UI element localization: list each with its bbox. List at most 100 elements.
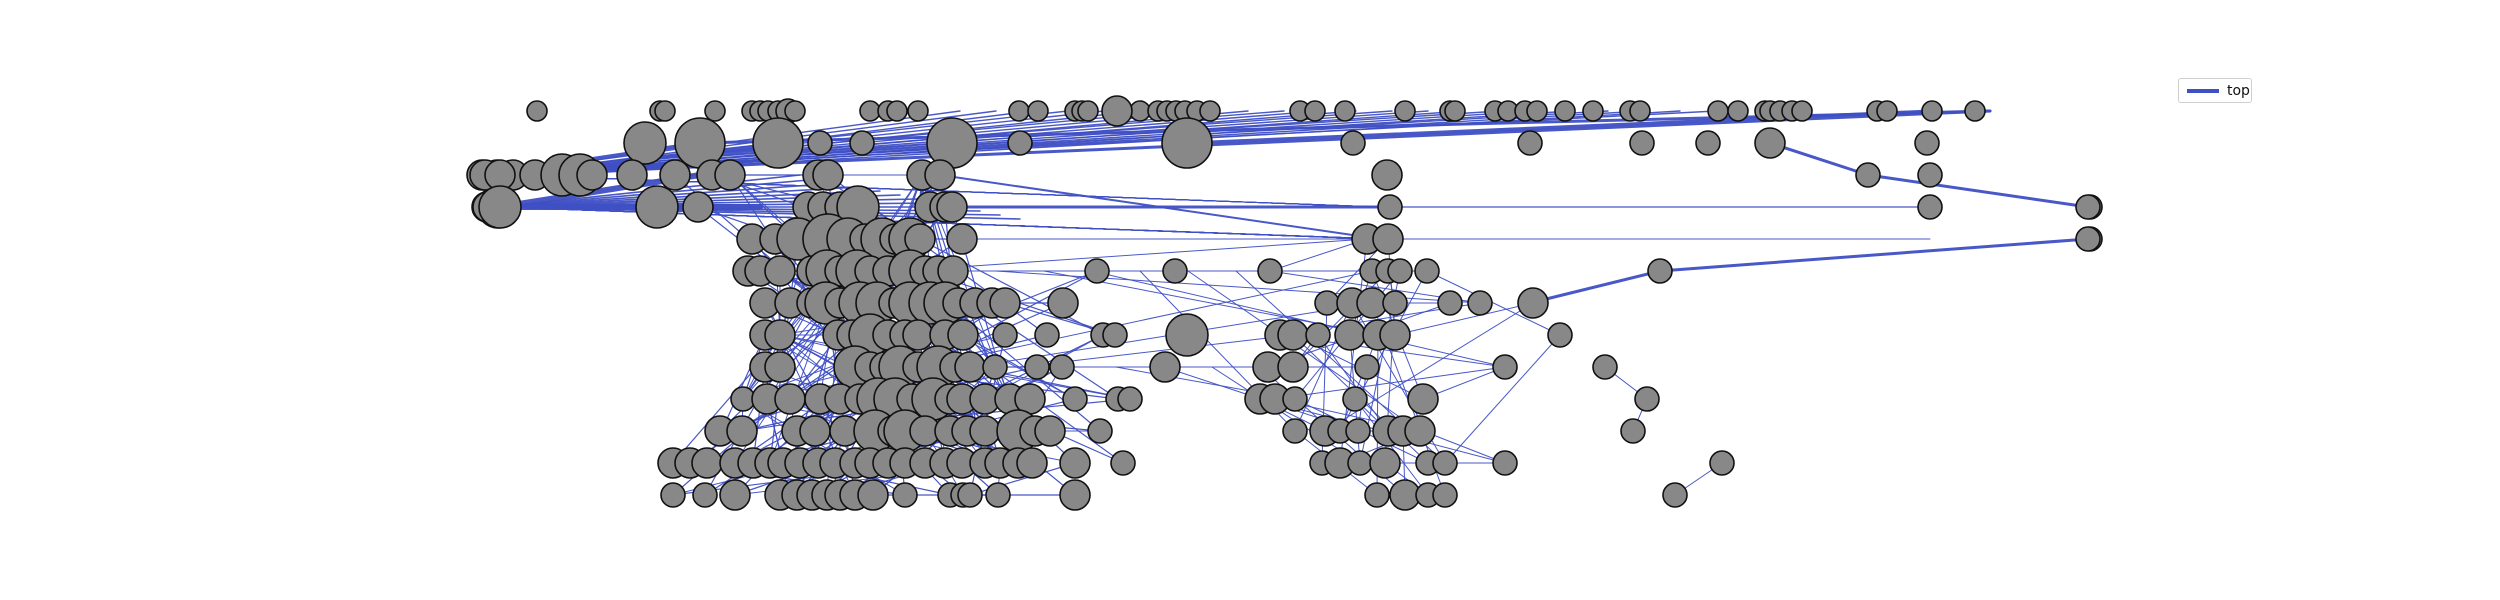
graph-node — [1620, 418, 1646, 444]
graph-node — [1592, 354, 1618, 380]
graph-edge — [1528, 269, 1662, 305]
graph-node — [1404, 415, 1436, 447]
graph-node — [924, 159, 956, 191]
legend-line-swatch — [2187, 88, 2219, 93]
graph-node — [1914, 130, 1940, 156]
graph-node — [1876, 100, 1898, 122]
graph-node — [2075, 194, 2101, 220]
graph-node — [1342, 386, 1368, 412]
graph-edge — [1317, 334, 1389, 432]
graph-node — [1059, 479, 1091, 511]
graph-node — [1110, 450, 1136, 476]
graph-node — [989, 287, 1021, 319]
graph-node — [1492, 450, 1518, 476]
graph-node — [726, 415, 758, 447]
graph-edge — [1269, 238, 1368, 272]
graph-node — [1964, 100, 1986, 122]
graph-node — [1414, 258, 1440, 284]
graph-node — [849, 130, 875, 156]
graph-edge — [1444, 334, 1561, 464]
graph-edge — [774, 238, 781, 336]
graph-node — [1547, 322, 1573, 348]
graph-node — [1008, 100, 1030, 122]
graph-node — [654, 100, 676, 122]
graph-node — [1117, 386, 1143, 412]
graph-node — [1101, 95, 1133, 127]
graph-node — [1024, 354, 1050, 380]
graph-node — [982, 354, 1008, 380]
nodes-layer — [466, 95, 2103, 511]
graph-node — [1921, 100, 1943, 122]
graph-node — [774, 383, 806, 415]
graph-edge — [1292, 270, 1389, 368]
graph-edge — [1768, 141, 1870, 177]
graph-node — [1582, 100, 1604, 122]
graph-node — [1161, 117, 1213, 169]
graph-edge — [921, 174, 954, 272]
graph-node — [1432, 482, 1458, 508]
graph-node — [1387, 258, 1413, 284]
graph-edge — [1394, 302, 1534, 336]
graph-node — [1049, 354, 1075, 380]
graph-edge — [1658, 237, 2090, 273]
graph-node — [1016, 447, 1048, 479]
graph-node — [1340, 130, 1366, 156]
graph-node — [946, 223, 978, 255]
graph-node — [616, 159, 648, 191]
graph-node — [660, 482, 686, 508]
graph-node — [1277, 351, 1309, 383]
graph-edge — [484, 110, 1285, 176]
graph-node — [1727, 100, 1749, 122]
graph-node — [1432, 450, 1458, 476]
graph-node — [1695, 130, 1721, 156]
graph-node — [1364, 482, 1390, 508]
graph-node — [1354, 354, 1380, 380]
graph-node — [1129, 100, 1151, 122]
graph-node — [764, 319, 796, 351]
graph-node — [691, 447, 723, 479]
graph-node — [1377, 194, 1403, 220]
graph-node — [954, 351, 986, 383]
graph-node — [704, 100, 726, 122]
graph-node — [1437, 290, 1463, 316]
legend-label: top — [2227, 82, 2250, 99]
graph-node — [1102, 322, 1128, 348]
graph-node — [1629, 100, 1651, 122]
graph-node — [1554, 100, 1576, 122]
graph-node — [1382, 290, 1408, 316]
graph-node — [1634, 386, 1660, 412]
graph-node — [1347, 450, 1373, 476]
graph-node — [1087, 418, 1113, 444]
graph-node — [892, 482, 918, 508]
graph-edge — [1354, 398, 1429, 496]
graph-node — [1629, 130, 1655, 156]
legend: top — [2178, 78, 2252, 103]
graph-node — [1199, 100, 1221, 122]
graph-node — [784, 100, 806, 122]
graph-node — [1407, 383, 1439, 415]
graph-node — [957, 482, 983, 508]
graph-node — [1047, 287, 1079, 319]
graph-node — [1791, 100, 1813, 122]
graph-node — [907, 100, 929, 122]
graph-node — [1647, 258, 1673, 284]
graph-node — [947, 319, 979, 351]
graph-node — [969, 415, 1001, 447]
graph-node — [1855, 162, 1881, 188]
graph-node — [1007, 130, 1033, 156]
graph-edge — [1426, 270, 1561, 336]
graph-node — [1282, 386, 1308, 412]
graph-node — [1084, 258, 1110, 284]
graph-node — [1314, 290, 1340, 316]
graph-node — [1369, 447, 1401, 479]
graph-node — [2075, 226, 2101, 252]
graph-node — [1662, 482, 1688, 508]
graph-edge — [1211, 366, 1361, 464]
graph-node — [1517, 287, 1549, 319]
graph-node — [1034, 322, 1060, 348]
graph-node — [478, 185, 522, 229]
graph-node — [992, 322, 1018, 348]
graph-node — [1394, 100, 1416, 122]
graph-node — [764, 255, 796, 287]
graph-node — [682, 191, 714, 223]
